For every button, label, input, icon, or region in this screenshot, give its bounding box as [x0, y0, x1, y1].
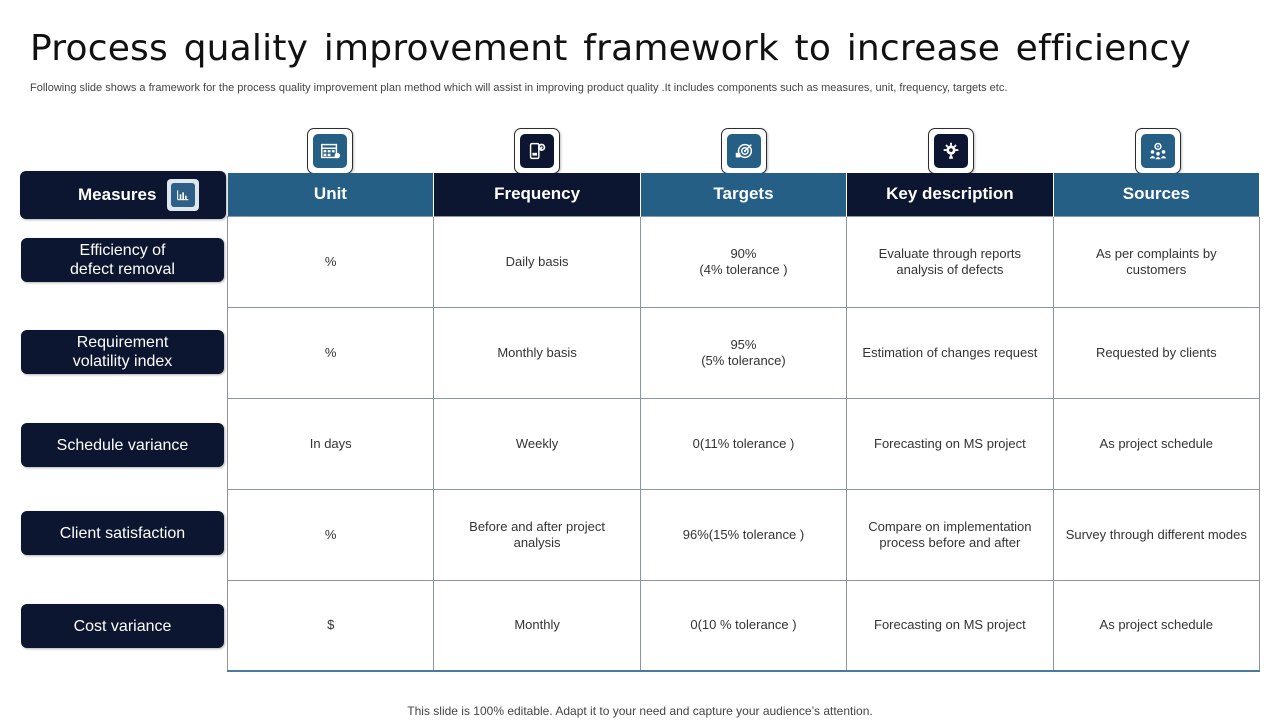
page-subtitle: Following slide shows a framework for th…	[30, 82, 1008, 94]
table-row: $ Monthly 0(10 % tolerance ) Forecasting…	[226, 579, 1261, 672]
icon-tile-targets	[721, 128, 767, 174]
icon-tile-frequency	[514, 128, 560, 174]
column-header-sources: Sources	[1053, 173, 1261, 216]
cell-frequency: Before and after project analysis	[433, 488, 641, 581]
table-row: % Before and after project analysis 96%(…	[226, 488, 1261, 581]
table-row: % Monthly basis 95% (5% tolerance) Estim…	[226, 306, 1261, 399]
cell-key-description: Forecasting on MS project	[846, 579, 1054, 672]
footer-note: This slide is 100% editable. Adapt it to…	[407, 704, 873, 718]
measure-efficiency-of-defect-removal: Efficiency of defect removal	[21, 238, 224, 282]
cell-frequency: Daily basis	[433, 215, 641, 308]
column-header-unit: Unit	[227, 173, 435, 216]
target-gear-icon	[735, 143, 753, 159]
mobile-refresh-icon	[529, 142, 546, 160]
icon-tile-key-description	[928, 128, 974, 174]
cell-frequency: Monthly basis	[433, 306, 641, 399]
measure-schedule-variance: Schedule variance	[21, 423, 224, 467]
cell-targets: 0(10 % tolerance )	[639, 579, 848, 672]
gear-idea-icon	[943, 142, 959, 159]
page-title: Process quality improvement framework to…	[30, 28, 1192, 69]
icon-tile-unit	[307, 128, 353, 174]
cell-unit: %	[226, 488, 435, 581]
people-gear-icon	[1149, 142, 1167, 160]
cell-sources: As project schedule	[1052, 397, 1261, 490]
measure-cost-variance: Cost variance	[21, 604, 224, 648]
cell-unit: %	[226, 306, 435, 399]
cell-frequency: Weekly	[433, 397, 641, 490]
cell-targets: 96%(15% tolerance )	[639, 488, 848, 581]
cell-unit: In days	[226, 397, 435, 490]
table-row: In days Weekly 0(11% tolerance ) Forecas…	[226, 397, 1261, 490]
cell-sources: As per complaints by customers	[1052, 215, 1261, 308]
cell-targets: 95% (5% tolerance)	[639, 306, 848, 399]
cell-targets: 90% (4% tolerance )	[639, 215, 848, 308]
framework-table: Unit Frequency Targets Key description S…	[226, 173, 1261, 672]
measure-requirement-volatility-index: Requirement volatility index	[21, 330, 224, 374]
table-row: % Daily basis 90% (4% tolerance ) Evalua…	[226, 215, 1261, 308]
column-header-targets: Targets	[640, 173, 848, 216]
column-header-key-description: Key description	[846, 173, 1054, 216]
cell-key-description: Forecasting on MS project	[846, 397, 1054, 490]
cell-sources: Requested by clients	[1052, 306, 1261, 399]
cell-unit: %	[226, 215, 435, 308]
measures-header-label: Measures	[78, 185, 157, 204]
cell-sources: Survey through different modes	[1052, 488, 1261, 581]
cell-key-description: Evaluate through reports analysis of def…	[846, 215, 1054, 308]
cell-key-description: Compare on implementation process before…	[846, 488, 1054, 581]
cell-targets: 0(11% tolerance )	[639, 397, 848, 490]
table-header-row: Unit Frequency Targets Key description S…	[227, 173, 1261, 216]
measure-client-satisfaction: Client satisfaction	[21, 511, 224, 555]
calendar-grid-icon	[321, 143, 341, 159]
cell-sources: As project schedule	[1052, 579, 1261, 672]
column-header-frequency: Frequency	[433, 173, 641, 216]
cell-frequency: Monthly	[433, 579, 641, 672]
cell-unit: $	[226, 579, 435, 672]
measures-header: Measures	[20, 171, 226, 219]
cell-key-description: Estimation of changes request	[846, 306, 1054, 399]
icon-tile-sources	[1135, 128, 1181, 174]
bar-chart-icon	[167, 179, 199, 211]
